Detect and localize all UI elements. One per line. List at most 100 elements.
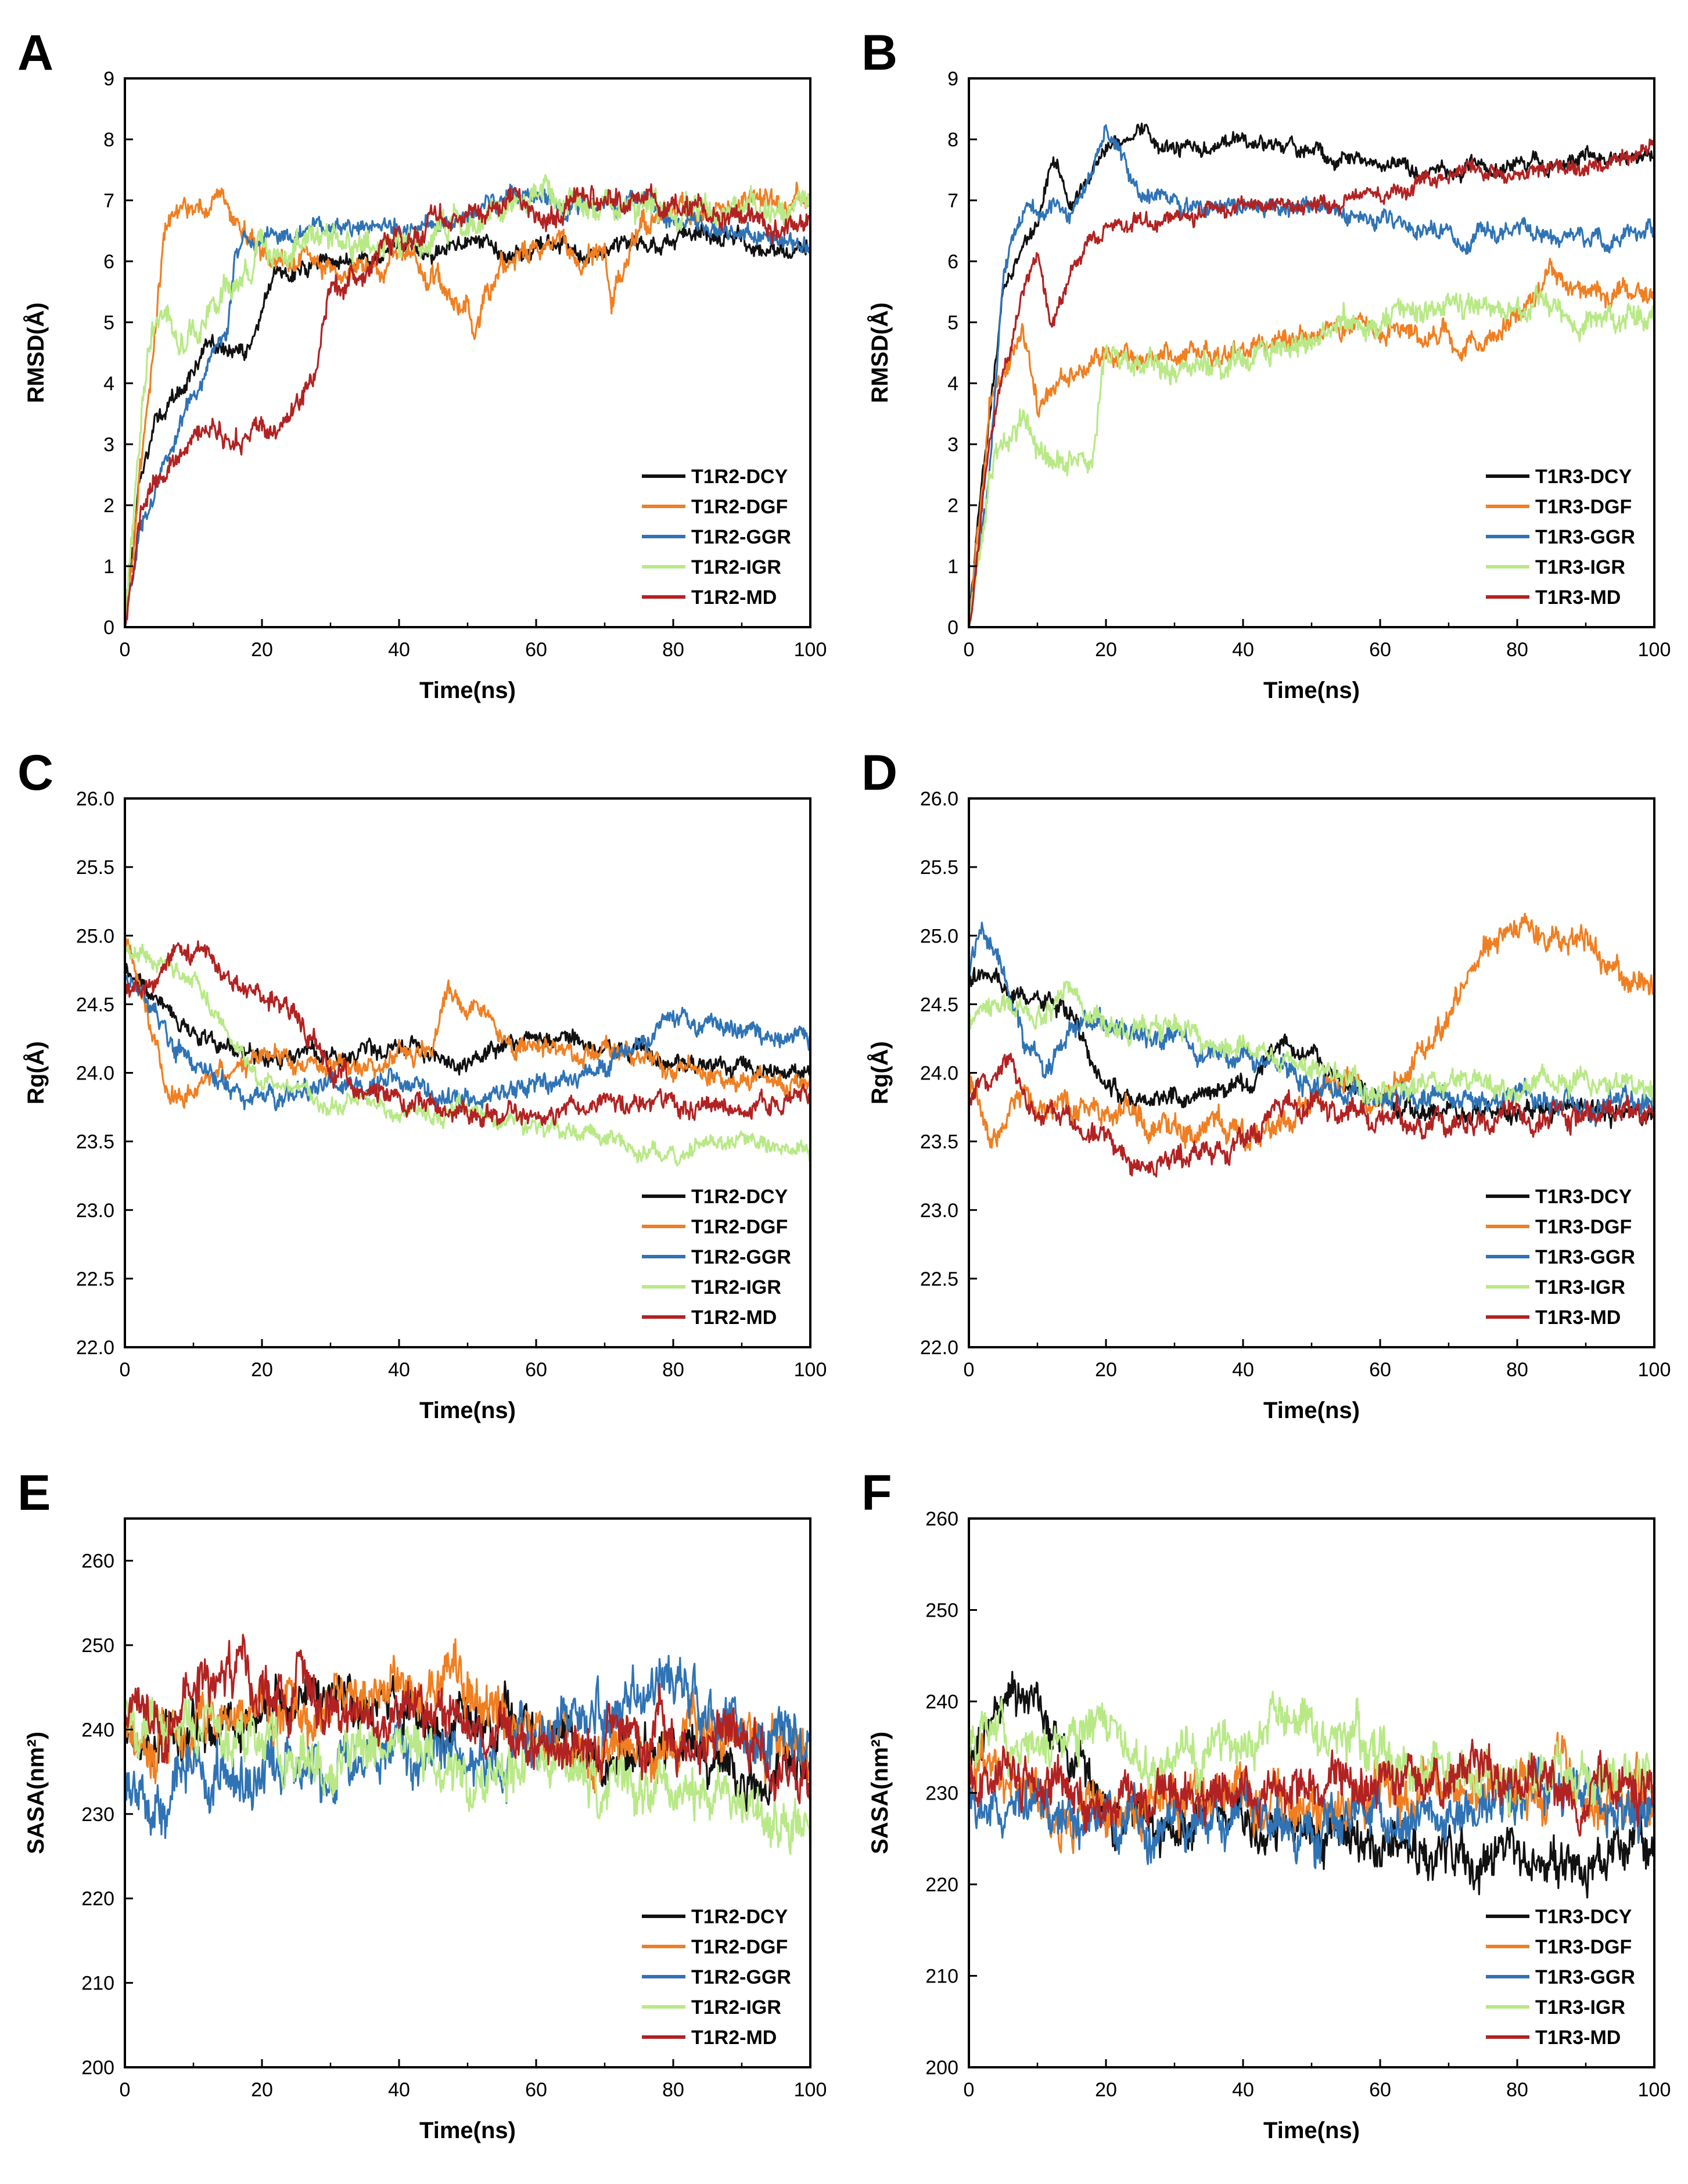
y-tick-label: 22.5: [920, 1268, 958, 1290]
series-line-igr: [125, 1683, 810, 1855]
y-tick-label: 8: [103, 129, 114, 151]
y-tick-label: 230: [925, 1783, 958, 1805]
legend-label: T1R3-GGR: [1535, 526, 1635, 548]
series-line-md: [125, 183, 810, 627]
y-tick-label: 26.0: [76, 788, 114, 810]
y-tick-label: 22.0: [76, 1337, 114, 1359]
x-tick-label: 80: [1506, 1359, 1528, 1381]
panel-b: B 0 20 40 60 80 100 0 1 2 3 4 5 6 7 8 9 Time(ns) RMSD(Å) T1…: [844, 0, 1688, 720]
series-line-md: [969, 1052, 1654, 1178]
x-tick-label: 60: [525, 1359, 547, 1381]
legend-label: T1R3-IGR: [1535, 1996, 1625, 2019]
series-line-igr: [969, 1690, 1654, 1817]
panel-a: A 0 20 40 60 80 100 0 1 2 3 4 5 6 7 8 9 Time(ns) RMSD(Å) T1…: [0, 0, 844, 720]
legend-label: T1R2-DCY: [691, 1906, 788, 1928]
y-tick-label: 23.5: [76, 1131, 114, 1153]
y-axis-label: SASA(nm²): [23, 1732, 49, 1854]
x-axis-label: Time(ns): [1263, 678, 1360, 703]
legend-label: T1R2-MD: [691, 587, 777, 609]
series-line-igr: [125, 943, 810, 1167]
x-tick-label: 60: [525, 2079, 547, 2101]
y-tick-label: 25.5: [920, 857, 958, 879]
legend-label: T1R3-DGF: [1535, 496, 1632, 518]
legend-label: T1R2-IGR: [691, 556, 781, 578]
series-line-igr: [969, 285, 1654, 624]
y-tick-label: 210: [925, 1966, 958, 1988]
y-tick-label: 23.0: [920, 1200, 958, 1222]
y-tick-label: 220: [925, 1874, 958, 1896]
y-tick-label: 7: [103, 190, 114, 212]
x-tick-label: 40: [388, 639, 410, 661]
series-line-dcy: [125, 224, 810, 627]
series-lines: [969, 1671, 1654, 1899]
series-line-dcy: [969, 1671, 1654, 1899]
legend-label: T1R2-GGR: [691, 526, 791, 548]
x-tick-label: 80: [1506, 639, 1528, 661]
series-lines: [125, 1633, 810, 1855]
y-axis-label: RMSD(Å): [23, 303, 49, 403]
x-tick-label: 40: [388, 2079, 410, 2101]
x-tick-label: 80: [662, 639, 684, 661]
series-lines: [969, 912, 1654, 1178]
y-tick-label: 2: [103, 495, 114, 517]
y-tick-label: 4: [103, 373, 114, 395]
y-tick-label: 1: [103, 556, 114, 578]
legend-label: T1R3-IGR: [1535, 1276, 1625, 1298]
x-tick-label: 60: [1369, 2079, 1391, 2101]
legend: T1R2-DCY T1R2-DGF T1R2-GGR T1R2-IGR T1R2-MD: [642, 1906, 791, 2049]
legend-label: T1R2-MD: [691, 2027, 777, 2049]
panel-label: D: [861, 745, 897, 801]
panel-d: D 0 20 40 60 80 100 22.0 22.5 23.0 23.5 24.0 24.5 25.…: [844, 720, 1688, 1440]
y-tick-label: 25.5: [76, 857, 114, 879]
series-line-dgf: [125, 937, 810, 1109]
x-tick-label: 20: [1095, 639, 1117, 661]
legend-label: T1R2-DCY: [691, 466, 788, 488]
y-tick-label: 250: [925, 1600, 958, 1622]
y-tick-label: 0: [947, 617, 958, 639]
y-tick-label: 240: [81, 1719, 114, 1741]
legend-label: T1R2-MD: [691, 1307, 777, 1329]
y-tick-label: 26.0: [920, 788, 958, 810]
series-line-md: [969, 138, 1654, 627]
legend-label: T1R3-GGR: [1535, 1246, 1635, 1268]
x-tick-label: 20: [251, 2079, 273, 2101]
y-tick-label: 1: [947, 556, 958, 578]
y-tick-label: 4: [947, 373, 958, 395]
legend-label: T1R3-MD: [1535, 1307, 1621, 1329]
chart-a: A 0 20 40 60 80 100 0 1 2 3 4 5 6 7 8 9 Time(ns) RMSD(Å) T1…: [17, 25, 827, 703]
legend-label: T1R3-MD: [1535, 2027, 1621, 2049]
y-tick-label: 6: [103, 251, 114, 273]
x-axis-label: Time(ns): [1263, 1398, 1360, 1423]
y-tick-label: 22.0: [920, 1337, 958, 1359]
x-axis-label: Time(ns): [419, 1398, 516, 1423]
x-tick-label: 40: [1232, 1359, 1254, 1381]
chart-d: D 0 20 40 60 80 100 22.0 22.5 23.0 23.5 24.0 24.5 25.…: [861, 745, 1671, 1423]
panel-label: C: [17, 745, 53, 801]
x-tick-label: 40: [1232, 639, 1254, 661]
x-tick-label: 80: [662, 2079, 684, 2101]
x-tick-label: 0: [120, 2079, 131, 2101]
x-tick-label: 40: [388, 1359, 410, 1381]
x-tick-label: 20: [1095, 2079, 1117, 2101]
series-line-md: [969, 1739, 1654, 1837]
x-axis-label: Time(ns): [1263, 2118, 1360, 2143]
x-tick-label: 80: [1506, 2079, 1528, 2101]
x-tick-label: 20: [251, 1359, 273, 1381]
legend-label: T1R2-GGR: [691, 1246, 791, 1268]
series-line-md: [125, 1633, 810, 1805]
y-tick-label: 2: [947, 495, 958, 517]
series-lines: [125, 174, 810, 627]
legend-label: T1R3-MD: [1535, 587, 1621, 609]
y-tick-label: 24.0: [920, 1063, 958, 1085]
series-lines: [969, 123, 1654, 627]
panel-label: E: [17, 1465, 51, 1521]
y-tick-label: 210: [81, 1973, 114, 1995]
y-tick-label: 260: [81, 1550, 114, 1573]
panel-label: F: [861, 1465, 892, 1521]
y-axis-label: SASA(nm²): [867, 1732, 893, 1854]
legend-label: T1R3-DCY: [1535, 1186, 1632, 1208]
x-tick-label: 60: [525, 639, 547, 661]
legend-label: T1R2-IGR: [691, 1996, 781, 2019]
legend-label: T1R3-DCY: [1535, 466, 1632, 488]
x-tick-label: 20: [251, 639, 273, 661]
